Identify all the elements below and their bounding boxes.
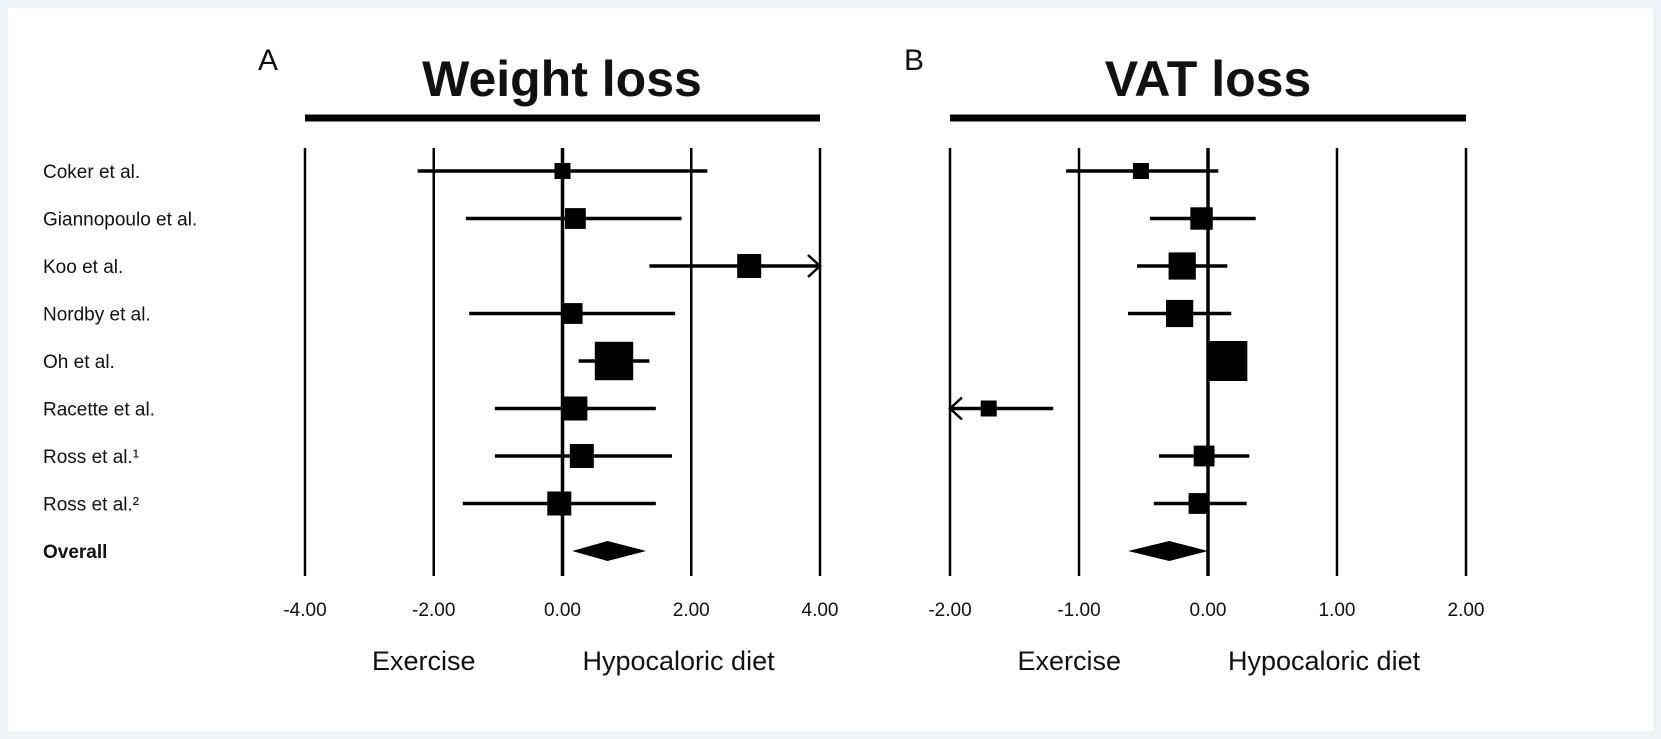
x-tick-label: -4.00 xyxy=(283,600,326,621)
point-estimate xyxy=(1193,445,1215,467)
study-label: Coker et al. xyxy=(43,162,140,183)
point-estimate xyxy=(547,491,572,516)
x-tick-label: 0.00 xyxy=(544,600,581,621)
x-tick-label: 4.00 xyxy=(802,600,839,621)
forest-plot-figure: Coker et al. Giannopoulo et al. Koo et al.… xyxy=(8,8,1653,731)
direction-label-right: Hypocaloric diet xyxy=(1228,646,1421,676)
point-estimate xyxy=(1132,163,1149,179)
point-estimate xyxy=(561,303,583,324)
point-estimate xyxy=(1207,341,1248,381)
forest-plot-svg: Coker et al. Giannopoulo et al. Koo et al.… xyxy=(43,44,1484,676)
overall-diamond xyxy=(1128,541,1208,561)
panel-letter: A xyxy=(258,44,278,77)
study-label: Racette et al. xyxy=(43,400,155,421)
point-estimate xyxy=(564,208,586,229)
overall-diamond xyxy=(572,541,647,561)
x-tick-label: -2.00 xyxy=(928,600,971,621)
x-tick-label: -1.00 xyxy=(1057,600,1100,621)
panel-title: Weight loss xyxy=(422,51,702,107)
point-estimate xyxy=(1166,299,1194,328)
x-tick-label: -2.00 xyxy=(412,600,455,621)
panel-title: VAT loss xyxy=(1105,51,1312,107)
point-estimate xyxy=(1188,493,1210,514)
direction-label-left: Exercise xyxy=(1017,646,1121,676)
point-estimate xyxy=(554,163,571,179)
study-label: Koo et al. xyxy=(43,257,123,278)
study-label: Ross et al.² xyxy=(43,495,139,516)
point-estimate xyxy=(569,444,594,468)
ci-arrow-left xyxy=(948,396,963,421)
point-estimate xyxy=(594,341,634,381)
point-estimate xyxy=(563,396,588,421)
x-tick-label: 1.00 xyxy=(1319,600,1356,621)
x-tick-label: 2.00 xyxy=(673,600,710,621)
panel-b: B VAT loss -2.00 -1.00 0.00 1.00 2.00 Exercise H… xyxy=(904,44,1484,676)
study-label: Ross et al.¹ xyxy=(43,447,139,468)
direction-label-left: Exercise xyxy=(372,646,476,676)
point-estimate xyxy=(737,254,762,278)
panel-a: A Weight loss -4.00 -2.00 0.00 2.00 4.00 Exerci… xyxy=(258,44,838,676)
point-estimate xyxy=(1190,207,1213,230)
ci-arrow-right xyxy=(807,254,822,278)
x-tick-label: 2.00 xyxy=(1448,600,1485,621)
study-label: Oh et al. xyxy=(43,352,115,373)
direction-label-right: Hypocaloric diet xyxy=(583,646,776,676)
panel-letter: B xyxy=(904,44,924,77)
x-tick-label: 0.00 xyxy=(1190,600,1227,621)
study-label: Giannopoulo et al. xyxy=(43,210,197,231)
study-label: Nordby et al. xyxy=(43,305,151,326)
overall-label: Overall xyxy=(43,542,107,563)
point-estimate xyxy=(1168,252,1196,280)
point-estimate xyxy=(980,400,997,417)
